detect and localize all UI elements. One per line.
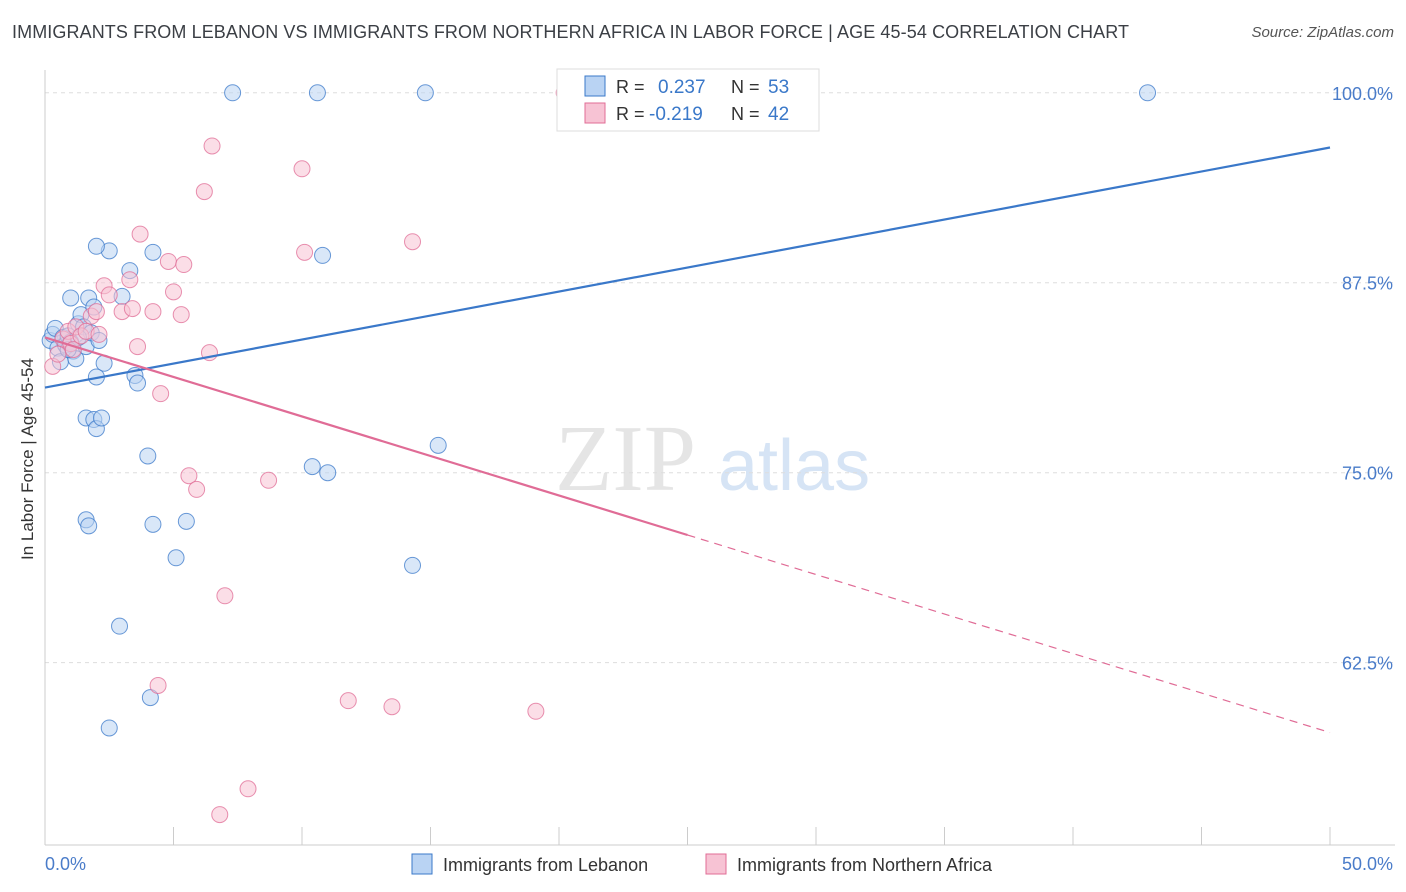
northern-africa-point-31 bbox=[260, 471, 278, 489]
northern-africa-point-34 bbox=[404, 233, 422, 251]
stats-n-label-blue: N = bbox=[731, 77, 760, 97]
legend-swatch-northern-africa bbox=[705, 853, 727, 875]
lebanon-point-34 bbox=[416, 84, 434, 102]
lebanon-point-35 bbox=[1139, 84, 1157, 102]
lebanon-point-37 bbox=[139, 447, 157, 465]
northern-africa-point-39 bbox=[527, 702, 545, 720]
northern-africa-point-37 bbox=[339, 692, 357, 710]
northern-africa-trend-line-extension bbox=[687, 534, 1331, 734]
northern-africa-point-32 bbox=[293, 160, 311, 178]
stats-n-value-pink: 42 bbox=[768, 104, 789, 125]
lebanon-point-23 bbox=[93, 409, 111, 427]
lebanon-point-50 bbox=[62, 289, 80, 307]
watermark-zip: ZIP bbox=[555, 407, 696, 511]
legend-label-lebanon: Immigrants from Lebanon bbox=[443, 855, 648, 875]
lebanon-point-43 bbox=[319, 464, 337, 482]
northern-africa-point-10 bbox=[87, 303, 105, 321]
northern-africa-point-24 bbox=[175, 256, 193, 274]
northern-africa-point-23 bbox=[172, 306, 190, 324]
y-tick-label-2: 87.5% bbox=[1342, 274, 1393, 294]
series-legend: Immigrants from Lebanon Immigrants from … bbox=[411, 853, 993, 875]
northern-africa-point-40 bbox=[239, 780, 257, 798]
stats-n-value-blue: 53 bbox=[768, 77, 789, 98]
northern-africa-point-38 bbox=[383, 698, 401, 716]
northern-africa-point-25 bbox=[180, 467, 198, 485]
stats-legend-swatch-pink bbox=[584, 102, 606, 124]
northern-africa-point-36 bbox=[149, 676, 167, 694]
northern-africa-point-18 bbox=[131, 225, 149, 243]
y-tick-label-0: 62.5% bbox=[1342, 654, 1393, 674]
lebanon-point-33 bbox=[308, 84, 326, 102]
stats-r-label-blue: R = bbox=[616, 77, 645, 97]
stats-legend-swatch-blue bbox=[584, 75, 606, 97]
lebanon-point-39 bbox=[80, 517, 98, 535]
northern-africa-point-27 bbox=[195, 183, 213, 201]
stats-n-label-pink: N = bbox=[731, 104, 760, 124]
lebanon-point-44 bbox=[429, 436, 447, 454]
stats-r-label-pink: R = bbox=[616, 104, 645, 124]
series-lebanon-points bbox=[41, 84, 1157, 737]
lebanon-point-40 bbox=[144, 515, 162, 533]
lebanon-point-45 bbox=[167, 549, 185, 567]
northern-africa-point-22 bbox=[165, 283, 182, 301]
source-credit: Source: ZipAtlas.com bbox=[1251, 24, 1394, 41]
lebanon-point-32 bbox=[224, 84, 242, 102]
lebanon-point-41 bbox=[177, 512, 195, 530]
northern-africa-point-11 bbox=[90, 325, 108, 343]
northern-africa-point-1 bbox=[49, 345, 67, 363]
lebanon-point-30 bbox=[144, 243, 162, 261]
chart-title: IMMIGRANTS FROM LEBANON VS IMMIGRANTS FR… bbox=[12, 22, 1130, 42]
northern-africa-point-29 bbox=[203, 137, 221, 155]
northern-africa-point-15 bbox=[121, 271, 139, 289]
lebanon-point-48 bbox=[141, 689, 159, 707]
lebanon-point-49 bbox=[100, 719, 118, 737]
y-tick-labels: 62.5% 75.0% 87.5% 100.0% bbox=[1332, 84, 1393, 674]
trend-lines bbox=[44, 146, 1331, 734]
y-tick-label-1: 75.0% bbox=[1342, 464, 1393, 484]
x-tick-label-min: 0.0% bbox=[45, 854, 86, 874]
y-tick-label-3: 100.0% bbox=[1332, 84, 1393, 104]
lebanon-point-36 bbox=[314, 246, 332, 264]
northern-africa-point-19 bbox=[144, 303, 162, 321]
northern-africa-point-30 bbox=[216, 587, 234, 605]
legend-label-northern-africa: Immigrants from Northern Africa bbox=[737, 855, 993, 875]
northern-africa-point-17 bbox=[129, 338, 147, 356]
lebanon-trend-line bbox=[44, 146, 1331, 389]
series-northern-africa-points bbox=[44, 84, 573, 824]
northern-africa-point-20 bbox=[152, 385, 170, 403]
x-tick-label-max: 50.0% bbox=[1342, 854, 1393, 874]
stats-r-value-blue: 0.237 bbox=[658, 77, 706, 98]
stats-r-value-pink: -0.219 bbox=[649, 104, 703, 125]
northern-africa-point-33 bbox=[296, 243, 314, 261]
northern-africa-point-13 bbox=[100, 286, 118, 304]
x-tick-labels: 0.0% 50.0% bbox=[45, 854, 1393, 874]
lebanon-point-26 bbox=[129, 374, 147, 392]
lebanon-point-47 bbox=[111, 617, 129, 635]
northern-africa-point-41 bbox=[211, 806, 229, 824]
watermark-atlas: atlas bbox=[718, 426, 870, 506]
lebanon-point-46 bbox=[404, 556, 422, 574]
northern-africa-point-26 bbox=[188, 480, 206, 498]
lebanon-point-42 bbox=[303, 458, 321, 476]
axes bbox=[44, 70, 1395, 846]
grid-lines bbox=[45, 92, 1395, 664]
lebanon-point-28 bbox=[87, 237, 105, 255]
legend-swatch-lebanon bbox=[411, 853, 433, 875]
northern-africa-point-21 bbox=[159, 252, 177, 270]
stats-legend: R = 0.237 N = 53 R = -0.219 N = 42 bbox=[556, 68, 820, 132]
northern-africa-trend-line bbox=[44, 336, 688, 537]
northern-africa-point-16 bbox=[123, 300, 141, 318]
